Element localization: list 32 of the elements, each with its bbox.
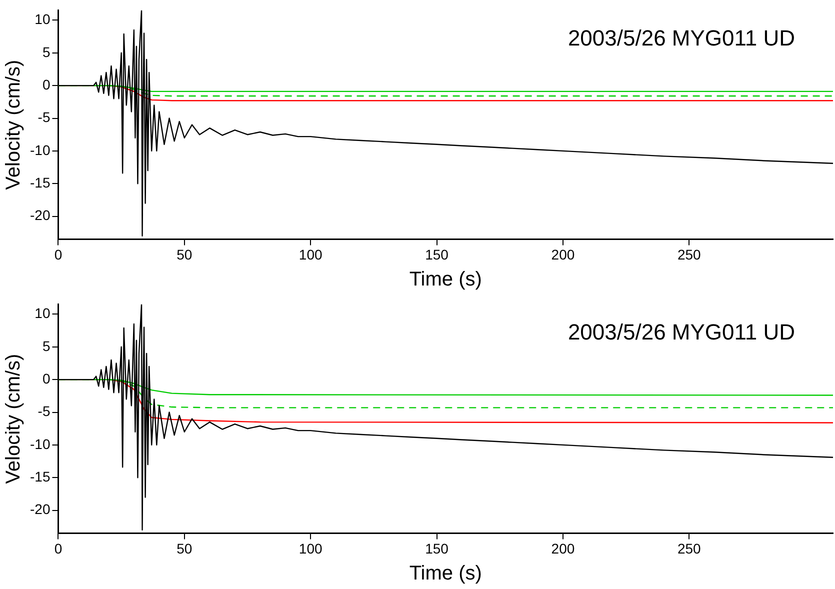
- y-tick-label: -10: [30, 142, 50, 158]
- x-tick-label: 250: [677, 540, 702, 556]
- x-axis-title: Time (s): [409, 562, 482, 585]
- x-tick-label: 100: [298, 540, 322, 556]
- x-tick-label: 0: [54, 246, 62, 262]
- y-tick-label: -15: [30, 468, 50, 484]
- y-tick-label: -20: [30, 501, 50, 518]
- y-tick-label: -15: [30, 174, 50, 190]
- x-tick-label: 250: [677, 246, 702, 262]
- y-axis-title: Velocity (cm/s): [2, 60, 25, 190]
- y-axis-title: Velocity (cm/s): [2, 354, 25, 484]
- x-tick-label: 50: [176, 246, 192, 262]
- x-tick-label: 0: [54, 540, 62, 556]
- y-tick-label: -10: [30, 436, 50, 452]
- x-tick-label: 100: [298, 246, 322, 262]
- annotation: 2003/5/26 MYG011 UD: [568, 25, 795, 50]
- y-tick-label: -5: [38, 403, 50, 420]
- y-tick-label: 10: [34, 305, 50, 322]
- y-tick-label: 0: [42, 370, 50, 386]
- y-tick-label: 10: [34, 11, 50, 28]
- x-tick-label: 200: [551, 540, 575, 556]
- annotation: 2003/5/26 MYG011 UD: [568, 319, 795, 344]
- y-tick-label: 5: [42, 338, 50, 354]
- x-axis-title: Time (s): [409, 268, 482, 291]
- x-tick-label: 200: [551, 246, 575, 262]
- y-tick-label: -20: [30, 207, 50, 224]
- x-tick-label: 50: [176, 540, 192, 556]
- y-tick-label: 0: [42, 76, 50, 92]
- y-tick-label: -5: [38, 109, 50, 126]
- x-tick-label: 150: [425, 246, 449, 262]
- y-tick-label: 5: [42, 44, 50, 60]
- x-tick-label: 150: [425, 540, 449, 556]
